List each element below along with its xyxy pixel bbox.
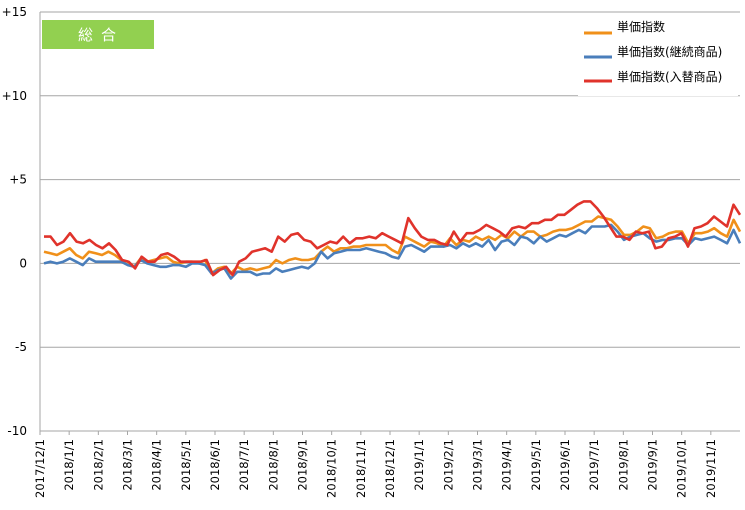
x-tick-label: 2019/11/1 <box>704 439 718 498</box>
legend: 単価指数 単価指数(継続商品) 単価指数(入替商品) <box>578 16 738 96</box>
x-tick-label: 2018/12/1 <box>383 439 397 498</box>
x-tick-label: 2018/1/1 <box>62 439 76 491</box>
legend-item: 単価指数 <box>584 19 665 35</box>
y-tick-label: -5 <box>15 340 27 354</box>
x-tick-label: 2019/10/1 <box>675 439 689 498</box>
legend-label: 単価指数 <box>617 19 665 34</box>
legend-item: 単価指数(入替商品) <box>584 69 722 84</box>
chart-title-background <box>42 20 154 49</box>
x-tick-label: 2018/9/1 <box>296 439 310 491</box>
x-tick-label: 2019/4/1 <box>500 439 514 491</box>
series-lines <box>43 200 742 280</box>
y-axis-ticks: +15 +10 +5 0 -5 -10 <box>2 5 27 438</box>
series-line <box>44 200 742 277</box>
x-tick-label: 2019/5/1 <box>529 439 543 491</box>
y-tick-label: 0 <box>19 256 27 270</box>
y-tick-label: +15 <box>2 5 27 19</box>
x-tick-label: 2019/7/1 <box>587 439 601 491</box>
x-tick-label: 2017/12/1 <box>33 439 47 498</box>
y-tick-label: +10 <box>2 89 27 103</box>
x-tick-label: 2018/2/1 <box>91 439 105 491</box>
chart-title-box: 総合 <box>42 20 154 49</box>
y-tick-label: -10 <box>7 424 27 438</box>
x-tick-label: 2018/7/1 <box>237 439 251 491</box>
x-tick-label: 2018/6/1 <box>208 439 222 491</box>
series-line <box>43 215 742 275</box>
x-tick-label: 2018/4/1 <box>150 439 164 491</box>
series-line <box>43 223 742 280</box>
legend-label: 単価指数(入替商品) <box>617 69 722 84</box>
x-tick-label: 2018/11/1 <box>354 439 368 498</box>
x-tick-label: 2018/8/1 <box>266 439 280 491</box>
x-tick-label: 2019/3/1 <box>471 439 485 491</box>
x-tick-label: 2019/2/1 <box>441 439 455 491</box>
chart-title: 総合 <box>78 26 124 44</box>
y-tick-label: +5 <box>9 173 27 187</box>
x-tick-label: 2019/6/1 <box>558 439 572 491</box>
x-tick-label: 2018/3/1 <box>121 439 135 491</box>
legend-item: 単価指数(継続商品) <box>584 44 722 59</box>
x-tick-label: 2019/9/1 <box>646 439 660 491</box>
x-tick-label: 2019/1/1 <box>412 439 426 491</box>
legend-label: 単価指数(継続商品) <box>617 44 722 59</box>
x-tick-label: 2019/8/1 <box>616 439 630 491</box>
x-tick-label: 2018/10/1 <box>325 439 339 498</box>
x-axis-ticks: 2017/12/1 2018/1/1 2018/2/1 2018/3/1 2018/4/… <box>33 431 718 498</box>
x-tick-label: 2018/5/1 <box>179 439 193 491</box>
